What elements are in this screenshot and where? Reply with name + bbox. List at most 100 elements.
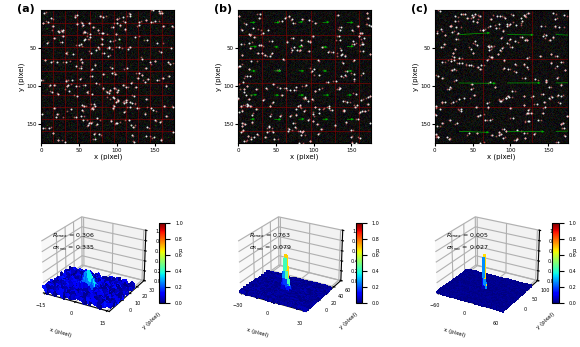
Point	[451, 67, 461, 73]
Point	[349, 90, 358, 95]
Point	[552, 64, 561, 69]
Point	[260, 135, 269, 140]
Point	[77, 41, 86, 46]
Point	[546, 84, 556, 89]
Point	[282, 87, 292, 93]
Point	[300, 108, 309, 113]
Point	[356, 31, 365, 36]
Point	[485, 24, 494, 29]
Point	[466, 46, 476, 52]
Point	[508, 45, 517, 50]
Point	[494, 51, 503, 56]
Point	[520, 75, 529, 81]
Point	[102, 32, 111, 37]
Point	[498, 66, 507, 72]
Point	[256, 27, 266, 33]
Point	[531, 76, 540, 82]
Point	[133, 75, 143, 81]
Point	[244, 66, 253, 71]
Point	[482, 117, 491, 122]
Point	[253, 50, 262, 56]
Point	[563, 13, 572, 19]
Point	[236, 129, 245, 135]
Point	[151, 18, 160, 24]
Point	[41, 18, 50, 24]
Point	[132, 76, 142, 81]
Point	[104, 90, 113, 95]
Point	[354, 33, 364, 39]
Point	[108, 94, 117, 100]
Point	[508, 19, 517, 25]
Point	[279, 57, 288, 63]
Point	[502, 23, 512, 28]
Point	[157, 119, 166, 124]
Point	[249, 26, 258, 31]
Point	[534, 117, 543, 123]
Point	[475, 66, 484, 71]
Point	[60, 139, 70, 144]
Point	[93, 45, 102, 50]
Point	[246, 45, 255, 51]
Point	[362, 10, 371, 16]
Point	[267, 50, 277, 56]
Point	[495, 48, 505, 53]
Point	[288, 35, 297, 41]
Point	[287, 18, 296, 23]
Point	[487, 55, 496, 61]
Point	[242, 83, 251, 89]
Point	[437, 28, 447, 34]
Point	[79, 103, 89, 109]
Point	[361, 108, 370, 113]
Point	[335, 33, 344, 39]
Point	[262, 85, 271, 91]
Point	[92, 80, 101, 86]
Point	[362, 10, 372, 16]
Point	[487, 117, 496, 122]
Point	[40, 125, 49, 131]
Point	[246, 31, 255, 37]
Point	[269, 129, 278, 134]
Point	[437, 99, 447, 104]
Point	[466, 95, 475, 101]
Point	[541, 77, 550, 83]
Point	[466, 15, 476, 21]
Point	[556, 59, 566, 65]
Point	[95, 30, 104, 36]
Point	[447, 67, 456, 73]
Point	[90, 62, 99, 67]
Point	[148, 19, 158, 25]
Point	[106, 65, 115, 70]
Point	[541, 32, 550, 37]
Point	[520, 13, 530, 19]
Point	[298, 128, 307, 134]
Point	[148, 108, 158, 113]
Point	[86, 34, 95, 40]
Point	[109, 20, 118, 26]
Point	[485, 79, 494, 85]
Point	[106, 118, 115, 124]
Point	[61, 78, 71, 84]
Point	[504, 22, 513, 27]
Point	[347, 41, 357, 47]
Point	[548, 34, 557, 40]
Point	[300, 95, 310, 101]
Point	[249, 134, 259, 140]
Point	[71, 114, 81, 120]
Point	[282, 39, 292, 44]
Point	[46, 124, 56, 130]
Point	[291, 87, 300, 93]
Point	[492, 13, 501, 18]
Point	[141, 110, 150, 116]
Point	[519, 102, 528, 108]
Point	[234, 13, 244, 19]
Point	[470, 41, 479, 46]
Point	[102, 89, 111, 95]
Point	[447, 57, 456, 62]
Point	[433, 73, 443, 79]
Point	[85, 20, 94, 26]
Point	[510, 89, 520, 94]
Point	[130, 84, 140, 90]
Point	[430, 111, 440, 117]
Point	[40, 57, 49, 63]
X-axis label: x (pixel): x (pixel)	[487, 154, 516, 160]
